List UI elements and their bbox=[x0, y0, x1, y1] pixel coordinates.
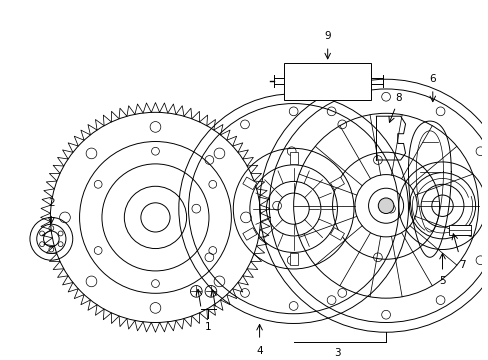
Text: 5: 5 bbox=[438, 276, 445, 286]
Text: 9: 9 bbox=[324, 31, 330, 41]
Circle shape bbox=[378, 198, 393, 213]
Text: 8: 8 bbox=[395, 93, 401, 103]
Text: 6: 6 bbox=[428, 74, 435, 84]
Bar bbox=[289, 152, 297, 164]
Bar bbox=[448, 225, 470, 235]
Bar bbox=[243, 228, 256, 240]
Bar bbox=[330, 177, 344, 190]
Text: 1: 1 bbox=[204, 323, 211, 333]
Bar bbox=[284, 63, 371, 100]
Text: 3: 3 bbox=[333, 348, 340, 358]
Bar bbox=[330, 228, 344, 240]
Bar bbox=[289, 253, 297, 265]
Text: 7: 7 bbox=[458, 260, 465, 270]
Text: 4: 4 bbox=[256, 346, 263, 356]
Text: 2: 2 bbox=[48, 198, 55, 208]
Bar bbox=[243, 177, 256, 190]
